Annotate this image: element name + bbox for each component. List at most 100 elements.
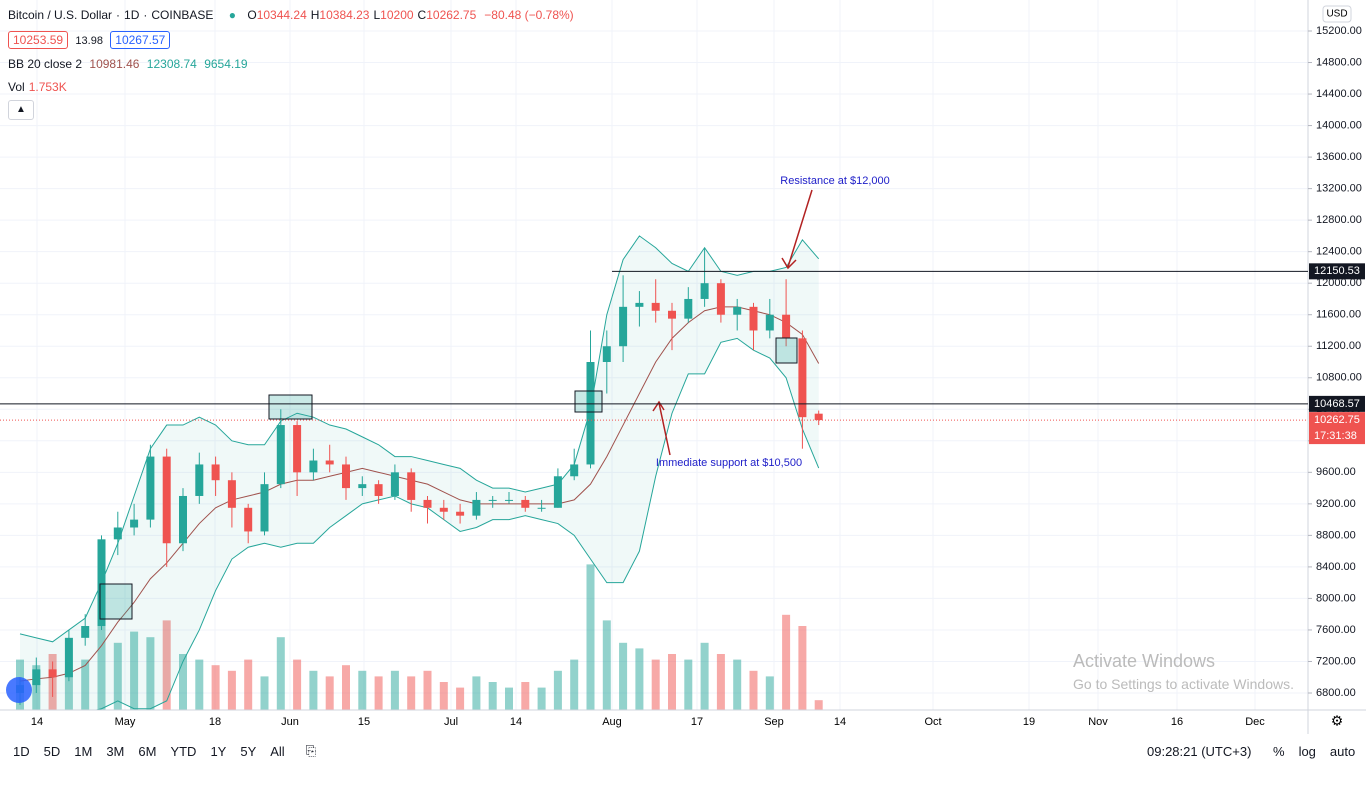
y-tick-label: 13200.00 xyxy=(1316,183,1362,195)
candle-body xyxy=(293,425,302,473)
volume-bar xyxy=(586,564,595,710)
ohlc-value: 10344.24 xyxy=(256,8,307,22)
volume-bar xyxy=(195,659,204,710)
logo[interactable] xyxy=(6,677,32,703)
range-button[interactable]: YTD xyxy=(170,743,197,759)
bb-upper: 12308.74 xyxy=(146,57,197,71)
candle-body xyxy=(765,314,774,331)
range-button[interactable]: All xyxy=(270,743,285,759)
y-tick-label: 8800.00 xyxy=(1316,529,1356,541)
y-tick-label: 12400.00 xyxy=(1316,246,1362,258)
y-tick-label: 14400.00 xyxy=(1316,88,1362,100)
x-tick-label: May xyxy=(115,716,136,728)
ohlc: O10344.24 H10384.23 L10200 C10262.75 xyxy=(247,8,480,22)
bb-label: BB 20 close 2 xyxy=(8,57,83,71)
range-button[interactable]: 6M xyxy=(138,743,157,759)
band-fill xyxy=(20,235,819,710)
bid[interactable]: 10253.59 xyxy=(8,31,69,49)
collapse-button[interactable]: ▲ xyxy=(8,100,34,120)
interval: 1D xyxy=(124,8,140,22)
candle-body xyxy=(342,464,350,489)
x-tick-label: Jun xyxy=(281,716,299,728)
volume-bar xyxy=(472,676,481,710)
clock: 09:28:21 (UTC+3) xyxy=(1147,743,1252,759)
watermark-text: Go to Settings to activate Windows. xyxy=(1073,676,1294,692)
bid-ask: 10253.59 13.98 10267.57 xyxy=(8,31,174,49)
volume-bar xyxy=(358,670,367,710)
candle-body xyxy=(276,425,285,485)
x-tick-label: Dec xyxy=(1245,716,1265,728)
candle-body xyxy=(423,499,432,508)
volume-bar xyxy=(342,665,350,710)
range-button[interactable]: 1D xyxy=(13,743,30,759)
range-button[interactable]: 3M xyxy=(106,743,125,759)
volume-bar xyxy=(325,676,334,710)
volume-bar xyxy=(227,670,236,710)
volume-bar xyxy=(782,614,791,710)
ask[interactable]: 10267.57 xyxy=(110,31,171,49)
arrows xyxy=(652,189,813,456)
range-button[interactable]: 5Y xyxy=(240,743,257,759)
volume-bar xyxy=(505,687,513,710)
candle-body xyxy=(374,484,383,496)
scale-option[interactable]: % xyxy=(1273,743,1285,759)
volume-bar xyxy=(407,676,416,710)
volume-bar xyxy=(635,648,644,710)
volume-bar xyxy=(668,654,676,710)
exchange: COINBASE xyxy=(151,8,214,22)
y-tick-label: 12000.00 xyxy=(1316,277,1362,289)
volume-bar xyxy=(113,642,122,710)
scale-option[interactable]: log xyxy=(1298,743,1316,759)
volume-bar xyxy=(130,631,139,710)
candle-body xyxy=(619,306,628,347)
volume-bar xyxy=(814,700,823,710)
volume-bar xyxy=(798,626,807,710)
candle-body xyxy=(456,511,465,516)
plot-area xyxy=(16,235,823,710)
volume-bar xyxy=(521,682,530,710)
volume-bar xyxy=(244,659,253,710)
volume-bar xyxy=(651,659,660,710)
candle-body xyxy=(439,507,448,512)
bb-legend: BB 20 close 2 10981.46 12308.74 9654.19 xyxy=(8,57,252,71)
volume-bar xyxy=(733,659,742,710)
settings-icon[interactable]: ⚙ xyxy=(1331,713,1344,729)
candle-body xyxy=(814,413,823,421)
x-tick-label: Sep xyxy=(764,716,784,728)
range-button[interactable]: 1M xyxy=(74,743,93,759)
candle-body xyxy=(521,499,530,508)
candle-body xyxy=(162,456,171,544)
y-tick-label: 10800.00 xyxy=(1316,372,1362,384)
volume-bar xyxy=(81,659,90,710)
x-tick-label: 14 xyxy=(834,716,846,728)
y-tick-label: 6800.00 xyxy=(1316,687,1356,699)
date-range-icon[interactable]: ⎘ xyxy=(305,743,317,758)
last-price-bg xyxy=(1309,412,1365,445)
volume-bar xyxy=(602,620,611,710)
candle-body xyxy=(602,346,611,362)
y-tick-label: 8000.00 xyxy=(1316,592,1356,604)
bb-lower: 9654.19 xyxy=(204,57,248,71)
candle-body xyxy=(586,362,595,465)
volume-bar xyxy=(276,637,285,710)
volume-bar xyxy=(64,670,73,710)
currency: USD xyxy=(1326,9,1347,20)
candle-body xyxy=(635,302,644,307)
range-button[interactable]: 1Y xyxy=(210,743,227,759)
candle-body xyxy=(716,283,725,315)
vol-value: 1.753K xyxy=(28,80,67,94)
candle-body xyxy=(113,527,122,540)
candle-body xyxy=(782,314,791,339)
range-button[interactable]: 5D xyxy=(43,743,61,759)
ohlc-value: 10384.23 xyxy=(319,8,370,22)
ohlc-label: L xyxy=(373,8,381,22)
y-tick-label: 11200.00 xyxy=(1316,340,1361,352)
ohlc-label: H xyxy=(310,8,320,22)
level-label-bg xyxy=(1309,263,1365,280)
y-tick-label: 14000.00 xyxy=(1316,119,1362,131)
candle-body xyxy=(651,302,660,311)
candle-body xyxy=(130,519,139,528)
bb-basis: 10981.46 xyxy=(89,57,140,71)
countdown: 17:31:38 xyxy=(1314,430,1357,442)
scale-option[interactable]: auto xyxy=(1329,743,1356,759)
